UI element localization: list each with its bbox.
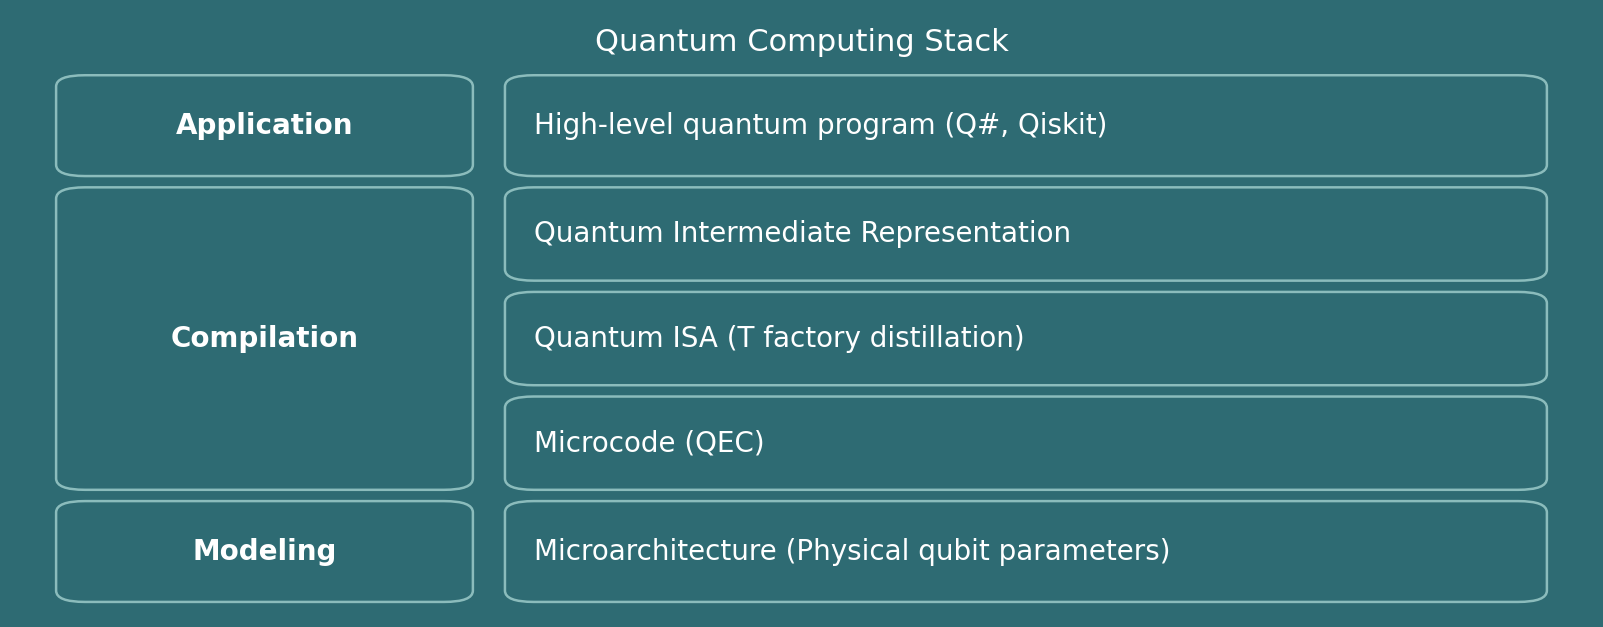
Text: Application: Application [176, 112, 353, 140]
Text: Compilation: Compilation [170, 325, 359, 352]
Text: Quantum ISA (T factory distillation): Quantum ISA (T factory distillation) [534, 325, 1024, 352]
Text: Microarchitecture (Physical qubit parameters): Microarchitecture (Physical qubit parame… [534, 537, 1170, 566]
FancyBboxPatch shape [56, 501, 473, 602]
FancyBboxPatch shape [505, 75, 1547, 176]
FancyBboxPatch shape [505, 501, 1547, 602]
FancyBboxPatch shape [56, 75, 473, 176]
Text: Quantum Computing Stack: Quantum Computing Stack [595, 28, 1008, 57]
Text: Microcode (QEC): Microcode (QEC) [534, 429, 765, 457]
FancyBboxPatch shape [56, 187, 473, 490]
FancyBboxPatch shape [505, 292, 1547, 385]
FancyBboxPatch shape [505, 396, 1547, 490]
FancyBboxPatch shape [505, 187, 1547, 281]
Text: Quantum Intermediate Representation: Quantum Intermediate Representation [534, 220, 1071, 248]
Text: High-level quantum program (Q#, Qiskit): High-level quantum program (Q#, Qiskit) [534, 112, 1108, 140]
Text: Modeling: Modeling [192, 537, 337, 566]
